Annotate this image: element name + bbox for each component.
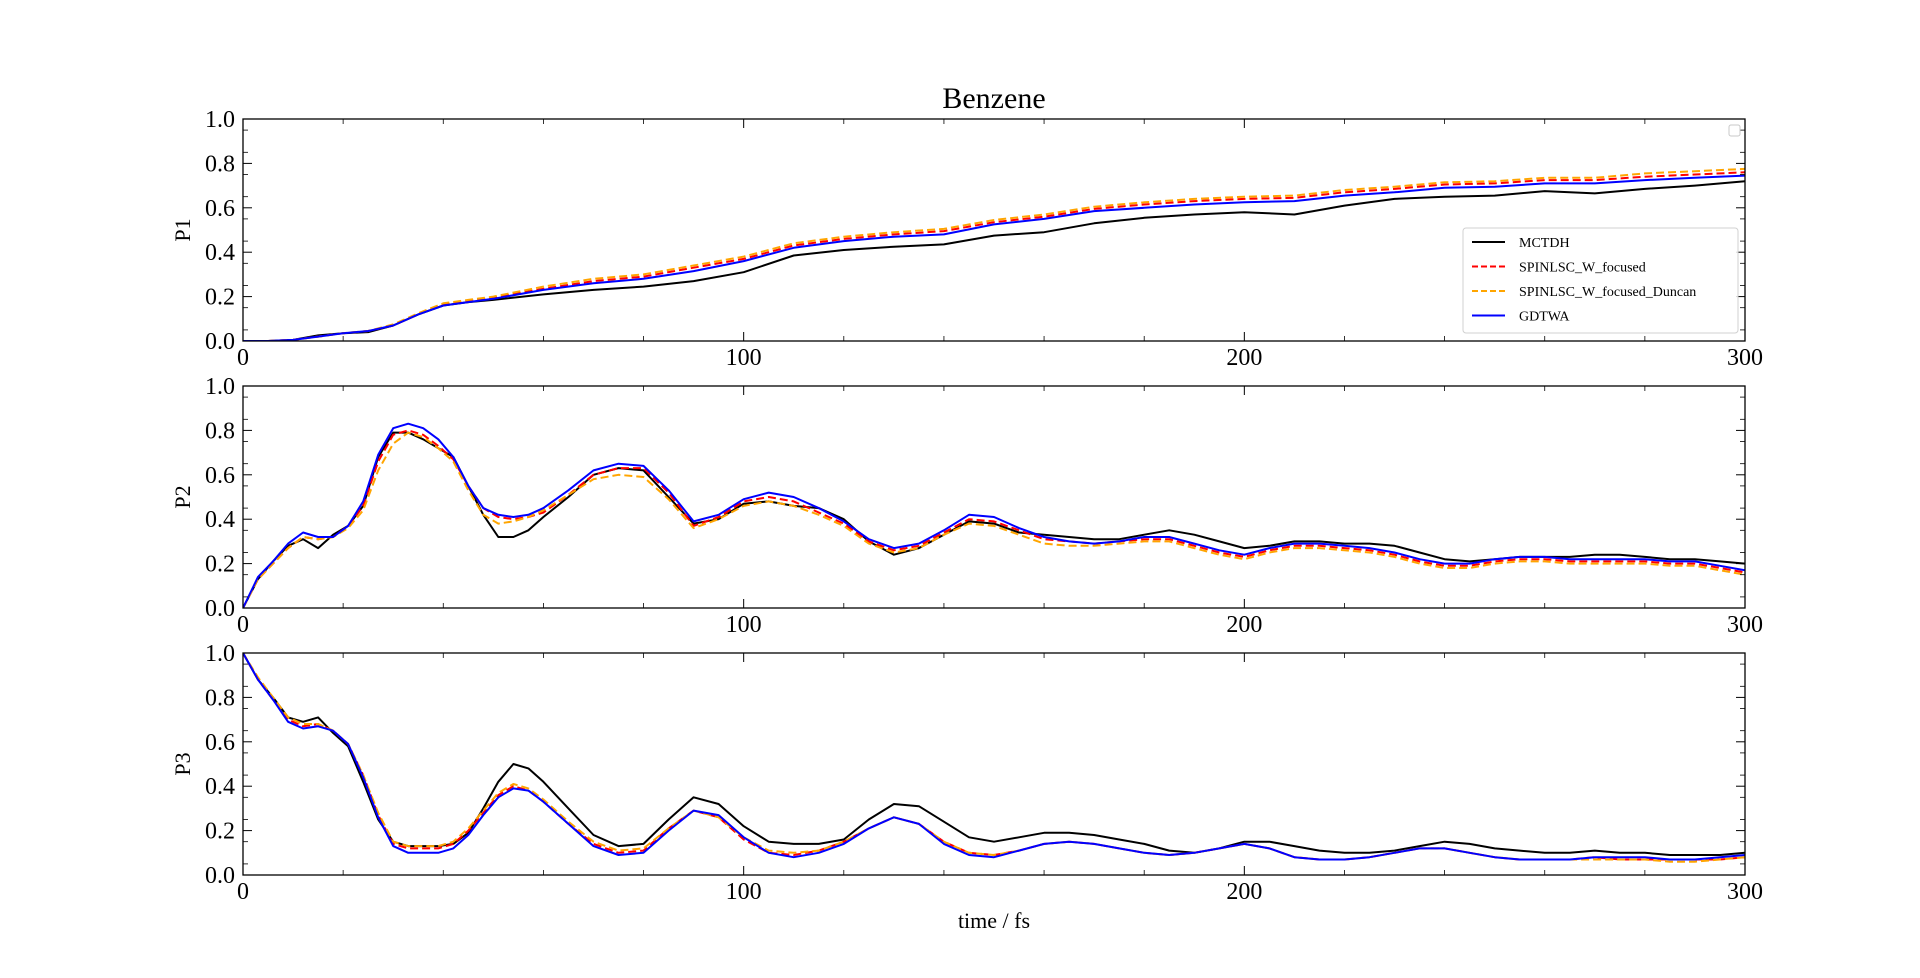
y-tick-label: 0.0: [205, 863, 235, 889]
y-tick-label: 0.8: [205, 685, 235, 711]
panel-3: 0.0 0.2 0.4 0.6 0.8 1.0 0 100 200 300 P3: [170, 641, 1763, 905]
legend-label-mctdh: MCTDH: [1519, 236, 1570, 251]
panel-3-line-mctdh: [243, 653, 1745, 856]
y-tick-label: 0.2: [205, 552, 235, 578]
panel-2: 0.0 0.2 0.4 0.6 0.8 1.0 0 100 200 300 P2: [170, 374, 1763, 638]
legend-label-gdtwa: GDTWA: [1519, 310, 1570, 325]
empty-legend-box: [1728, 124, 1741, 137]
panel-3-frame: [242, 652, 1746, 876]
panel-2-line-mctdh: [243, 431, 1745, 608]
x-tick-label: 0: [237, 345, 249, 371]
y-tick-label: 0.6: [205, 196, 235, 222]
y-axis-label-3: P3: [170, 752, 195, 775]
y-axis-label-2: P2: [170, 485, 195, 508]
y-tick-label: 0.2: [205, 285, 235, 311]
x-tick-label: 300: [1727, 879, 1763, 905]
x-tick-label: 300: [1727, 612, 1763, 638]
y-axis-label-1: P1: [170, 218, 195, 241]
y-tick-label: 0.4: [205, 240, 235, 266]
panel-2-line-spinlsc-w-focused: [243, 429, 1745, 608]
panel-3-series: [243, 653, 1745, 863]
legend-label-spinlsc-w-focused-duncan: SPINLSC_W_focused_Duncan: [1519, 285, 1696, 300]
y-tick-label: 1.0: [205, 374, 235, 400]
chart-title: Benzene: [942, 82, 1045, 115]
y-tick-label: 0.6: [205, 463, 235, 489]
x-tick-label: 0: [237, 612, 249, 638]
x-tick-label: 200: [1226, 612, 1262, 638]
y-tick-label: 0.2: [205, 819, 235, 845]
x-tick-label: 100: [726, 879, 762, 905]
legend-label-spinlsc-w-focused: SPINLSC_W_focused: [1519, 261, 1646, 276]
y-tick-label: 0.6: [205, 730, 235, 756]
y-tick-label: 0.4: [205, 507, 235, 533]
panel-1-frame: [242, 118, 1746, 342]
y-tick-label: 0.4: [205, 774, 235, 800]
y-tick-label: 0.0: [205, 596, 235, 622]
x-tick-label: 100: [726, 612, 762, 638]
panel-2-line-spinlsc-w-focused-duncan: [243, 431, 1745, 608]
x-tick-label: 300: [1727, 345, 1763, 371]
panel-3-line-gdtwa: [243, 653, 1745, 861]
y-tick-label: 0.8: [205, 418, 235, 444]
legend: MCTDH SPINLSC_W_focused SPINLSC_W_focused_…: [1462, 124, 1741, 334]
y-tick-label: 0.0: [205, 329, 235, 355]
panel-2-series: [243, 422, 1745, 608]
y-tick-label: 0.8: [205, 151, 235, 177]
panel-1-series: [243, 167, 1745, 341]
panel-1-line-gdtwa: [243, 174, 1745, 341]
panel-1: 0.0 0.2 0.4 0.6 0.8 1.0 0 100 200 300 P1: [170, 107, 1763, 371]
legend-frame: [1462, 227, 1739, 334]
y-tick-label: 1.0: [205, 107, 235, 133]
x-tick-label: 0: [237, 879, 249, 905]
y-tick-label: 1.0: [205, 641, 235, 667]
panels-layer: 0.00.20.40.60.81.00 100 200 300P10.00.20.40…: [170, 107, 1763, 905]
panel-2-frame: [242, 385, 1746, 609]
x-tick-label: 200: [1226, 345, 1262, 371]
x-axis-label: time / fs: [958, 908, 1030, 933]
x-tick-label: 200: [1226, 879, 1262, 905]
x-tick-label: 100: [726, 345, 762, 371]
panel-2-line-gdtwa: [243, 422, 1745, 608]
panel-3-line-spinlsc-w-focused: [243, 653, 1745, 861]
